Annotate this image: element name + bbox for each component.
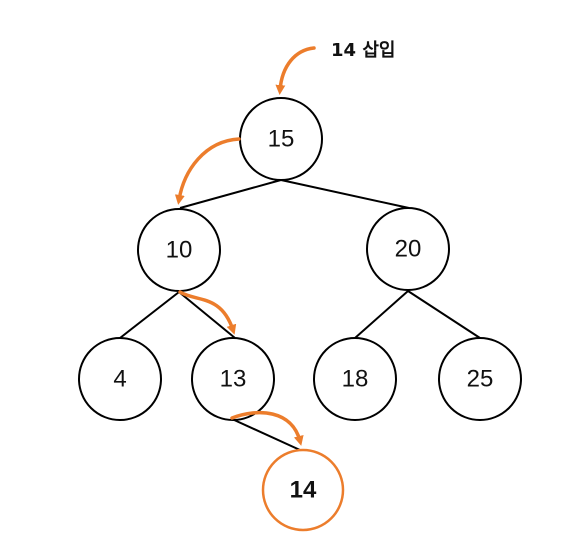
node-13-label: 13 (220, 366, 247, 393)
edge-10-4 (119, 291, 180, 339)
edge-10-13 (178, 291, 236, 339)
edge-15-20 (280, 179, 410, 209)
node-10: 10 (137, 208, 221, 292)
node-14-inserted: 14 (261, 448, 345, 532)
node-25-label: 25 (467, 366, 494, 393)
arrow-15-to-10 (174, 137, 241, 205)
node-18: 18 (313, 337, 397, 421)
node-10-label: 10 (166, 237, 193, 264)
tree-edges (119, 179, 481, 451)
node-13: 13 (191, 337, 275, 421)
node-4: 4 (78, 337, 162, 421)
arrow-10-to-13 (178, 290, 237, 335)
insert-entry-arrow (275, 46, 316, 95)
node-15: 15 (239, 97, 323, 181)
node-25: 25 (438, 337, 522, 421)
node-15-label: 15 (268, 126, 295, 153)
node-20: 20 (366, 207, 450, 291)
insert-caption: 14 삽입 (331, 39, 395, 61)
edge-20-18 (354, 290, 409, 339)
arrow-13-to-14 (230, 410, 304, 446)
node-14-label: 14 (290, 477, 317, 504)
edge-15-10 (179, 179, 282, 209)
edge-13-14 (231, 418, 301, 451)
insertion-path-arrows (174, 46, 316, 446)
edge-20-25 (407, 290, 481, 339)
node-4-label: 4 (113, 366, 126, 393)
node-18-label: 18 (342, 366, 369, 393)
node-20-label: 20 (395, 236, 422, 263)
